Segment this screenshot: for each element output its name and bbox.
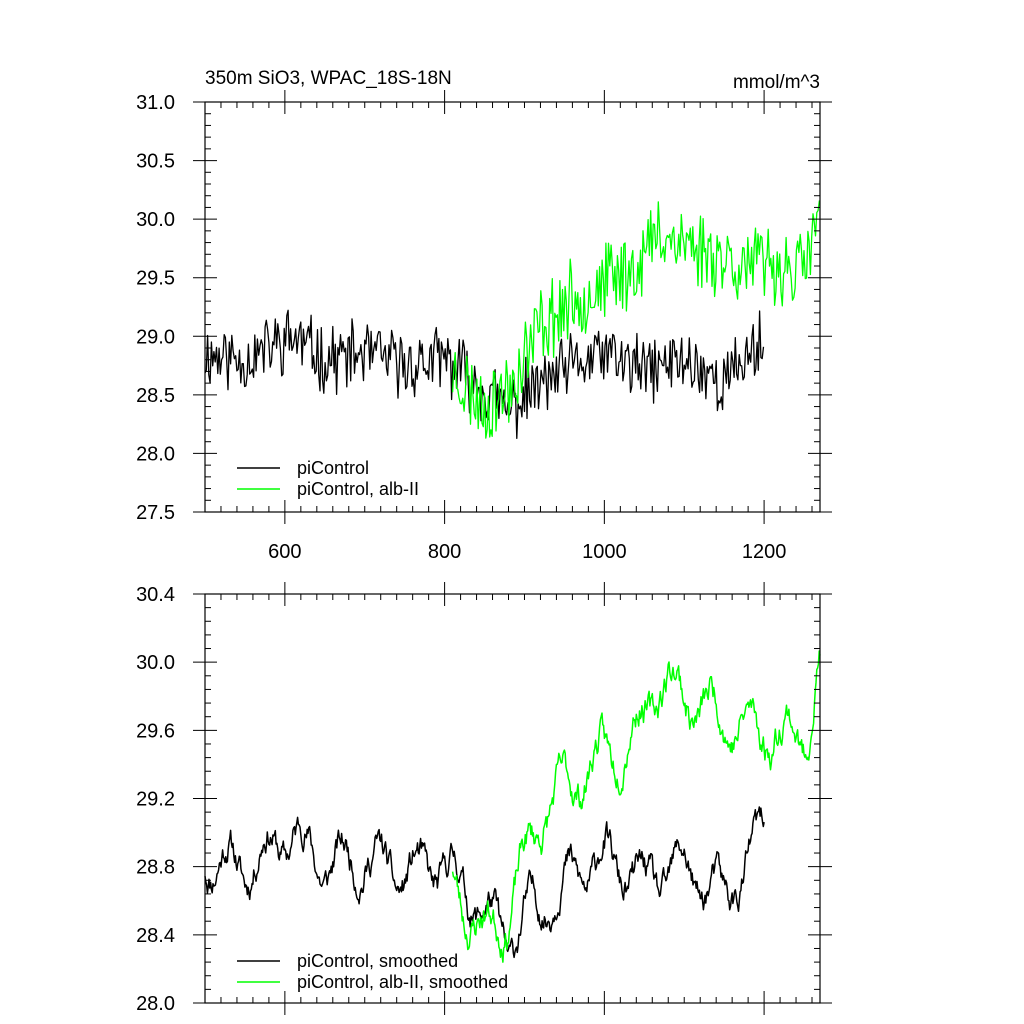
y-tick-label: 29.2 (136, 789, 175, 811)
units-label: mmol/m^3 (733, 72, 820, 93)
y-tick-label: 28.0 (136, 993, 175, 1015)
y-tick-label: 30.4 (136, 584, 175, 606)
y-tick-label: 28.5 (136, 385, 175, 407)
plot-frame (204, 593, 821, 1004)
y-tick-labels: 27.5 28.0 28.5 29.0 29.5 30.0 30.5 31.0 (136, 92, 175, 524)
legend-label-alb-smoothed: piControl, alb-II, smoothed (297, 972, 508, 992)
x-tick-labels: 600 800 1000 1200 (268, 541, 786, 563)
x-tick-label: 1200 (742, 541, 787, 563)
tick-marks (193, 582, 832, 1015)
chart-title: 350m SiO3, WPAC_18S-18N (205, 68, 452, 89)
tick-marks (193, 90, 832, 524)
series-line-picontrol-smoothed (204, 806, 765, 959)
y-tick-label: 30.5 (136, 151, 175, 173)
y-tick-label: 30.0 (136, 652, 175, 674)
y-tick-label: 30.0 (136, 209, 175, 231)
legend: piControl, smoothed piControl, alb-II, s… (237, 951, 508, 992)
y-tick-label: 28.8 (136, 857, 175, 879)
top-panel: 350m SiO3, WPAC_18S-18N mmol/m^3 27.5 28.… (136, 68, 832, 563)
y-tick-label: 29.6 (136, 720, 175, 742)
series-line-picontrol-alb-ii (451, 200, 821, 439)
series-group (204, 650, 821, 963)
y-tick-label: 28.4 (136, 925, 175, 947)
legend-label-picontrol-smoothed: piControl, smoothed (297, 951, 458, 971)
series-line-picontrol (204, 309, 765, 440)
y-tick-labels: 28.0 28.4 28.8 29.2 29.6 30.0 30.4 (136, 584, 175, 1015)
y-tick-label: 31.0 (136, 92, 175, 114)
x-tick-label: 800 (428, 541, 461, 563)
legend: piControl piControl, alb-II (237, 458, 419, 499)
x-tick-label: 1000 (582, 541, 627, 563)
y-tick-label: 29.0 (136, 326, 175, 348)
y-tick-label: 28.0 (136, 443, 175, 465)
legend-label-picontrol: piControl (297, 458, 369, 478)
series-group (204, 200, 821, 440)
series-line-picontrol-alb-ii-smoothed (451, 650, 821, 963)
legend-label-alb: piControl, alb-II (297, 479, 419, 499)
x-tick-label: 600 (268, 541, 301, 563)
plot-frame (204, 101, 821, 513)
y-tick-label: 29.5 (136, 268, 175, 290)
bottom-panel: 28.0 28.4 28.8 29.2 29.6 30.0 30.4 piControl, … (136, 582, 832, 1015)
y-tick-label: 27.5 (136, 502, 175, 524)
